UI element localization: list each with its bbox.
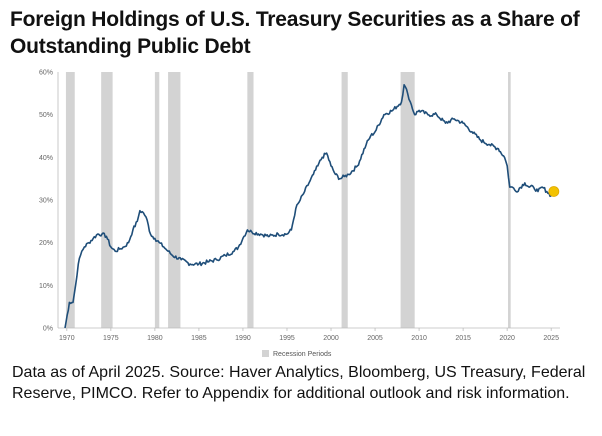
y-tick-label: 40% — [39, 155, 53, 162]
x-tick-label: 2000 — [323, 335, 339, 342]
x-tick-label: 1970 — [59, 335, 75, 342]
recession-band — [508, 72, 511, 328]
x-tick-labels: 1970 1975 1980 1985 1990 1995 2000 2005 2010 2015… — [59, 328, 559, 342]
chart-area: 0% 10% 20% 30% 40% 50% 60% 1970 1975 1980 1985 199… — [39, 70, 560, 358]
x-tick-label: 2005 — [367, 335, 383, 342]
axes — [57, 72, 560, 329]
x-tick-label: 1975 — [103, 335, 119, 342]
recession-band — [154, 72, 160, 328]
x-tick-label: 2025 — [543, 335, 559, 342]
series-line — [64, 84, 555, 329]
source-caption: Data as of April 2025. Source: Haver Ana… — [12, 364, 586, 402]
legend-swatch — [262, 350, 269, 357]
recession-band — [65, 72, 75, 328]
recession-band — [400, 72, 415, 328]
x-tick-label: 2020 — [499, 335, 515, 342]
recession-band — [341, 72, 348, 328]
x-tick-label: 1995 — [279, 335, 295, 342]
legend: Recession Periods — [262, 350, 332, 358]
legend-label: Recession Periods — [273, 351, 332, 358]
x-tick-label: 2010 — [411, 335, 427, 342]
y-tick-labels: 0% 10% 20% 30% 40% 50% 60% — [39, 70, 53, 333]
x-tick-label: 1985 — [191, 335, 207, 342]
y-tick-label: 0% — [43, 326, 53, 333]
recession-band — [101, 72, 113, 328]
recession-bands — [65, 72, 511, 328]
chart-title: Foreign Holdings of U.S. Treasury Securi… — [10, 8, 580, 58]
y-tick-label: 20% — [39, 240, 53, 247]
x-tick-label: 1980 — [147, 335, 163, 342]
y-tick-label: 50% — [39, 112, 53, 119]
latest-point-marker — [548, 186, 560, 197]
recession-band — [168, 72, 181, 328]
recession-band — [247, 72, 254, 328]
y-tick-label: 10% — [39, 283, 53, 290]
x-tick-label: 1990 — [235, 335, 251, 342]
y-tick-label: 30% — [39, 198, 53, 205]
y-tick-label: 60% — [39, 70, 53, 77]
x-tick-label: 2015 — [455, 335, 471, 342]
